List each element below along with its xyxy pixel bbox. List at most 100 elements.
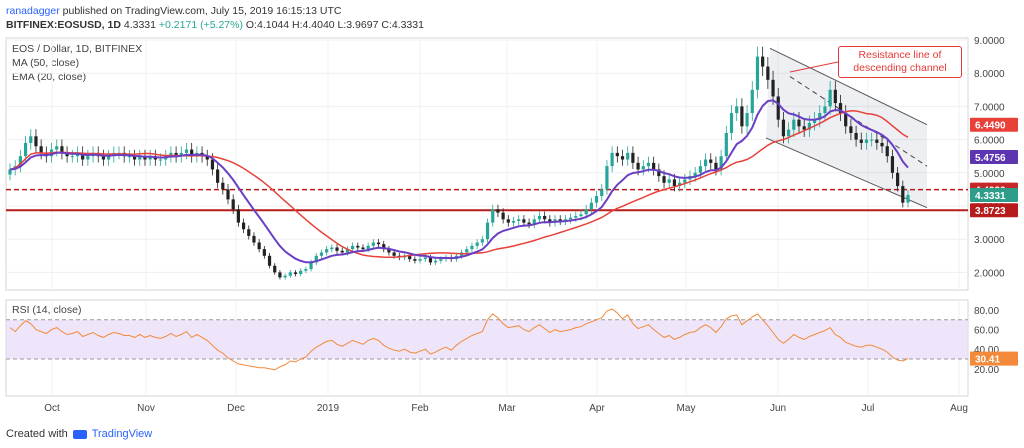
candle-body xyxy=(231,199,235,210)
candle-body xyxy=(527,222,531,225)
candle-body xyxy=(667,179,671,183)
candle-body xyxy=(594,196,599,203)
candle-body xyxy=(8,169,12,175)
candle-body xyxy=(408,255,412,260)
legend-ema: EMA (20, close) xyxy=(12,71,87,83)
candlesticks xyxy=(8,46,910,280)
candle-body xyxy=(584,209,588,215)
candle-body xyxy=(890,156,895,173)
price-badge xyxy=(970,117,1018,132)
candle-body xyxy=(148,156,152,160)
rsi-tick-label: 40.00 xyxy=(974,345,999,356)
price-badge xyxy=(970,150,1018,165)
channel-upper-line xyxy=(769,47,928,126)
rsi-line-layer xyxy=(9,308,909,371)
candle-body xyxy=(325,249,329,253)
candle-body xyxy=(537,215,542,220)
ema-20-line xyxy=(9,99,909,264)
candle-body xyxy=(107,156,111,160)
time-tick-label: Dec xyxy=(227,403,245,414)
candle-body xyxy=(169,152,173,157)
symbol-line: BITFINEX:EOSUSD, 1D 4.3331 +0.2171 (+5.2… xyxy=(6,19,424,31)
candle-body xyxy=(600,189,604,197)
candle-body xyxy=(236,209,240,223)
channel-lower-line xyxy=(765,137,928,209)
candle-body xyxy=(880,142,884,147)
last-price: 4.3331 xyxy=(123,19,156,31)
candle-body xyxy=(86,156,90,160)
author-name[interactable]: ranadagger xyxy=(6,5,60,17)
time-tick-label: May xyxy=(677,403,696,414)
candle-body xyxy=(392,252,396,256)
candle-body xyxy=(18,156,22,167)
time-tick-label: Apr xyxy=(589,403,605,414)
candle-body xyxy=(631,152,635,163)
candle-body xyxy=(304,269,308,271)
candle-body xyxy=(345,249,349,253)
rsi-band-layer xyxy=(6,319,968,360)
annotation-callout[interactable]: Resistance line of descending channel xyxy=(838,46,962,78)
candle-body xyxy=(23,142,28,157)
candle-body xyxy=(299,270,303,275)
candle-body xyxy=(522,219,526,223)
candle-body xyxy=(864,139,869,143)
channel-midline xyxy=(789,76,928,167)
time-tick-label: Oct xyxy=(44,403,60,414)
candle-body xyxy=(735,106,739,114)
time-tick-label: Feb xyxy=(411,403,429,414)
candle-body xyxy=(885,146,889,157)
rsi-tick-label: 20.00 xyxy=(974,365,999,376)
candle-body xyxy=(496,209,500,213)
candle-body xyxy=(138,156,142,160)
legend-symbol: EOS / Dollar, 1D, BITFINEX xyxy=(12,43,143,55)
footer-brand[interactable]: TradingView xyxy=(91,428,153,440)
candle-body xyxy=(475,242,479,246)
candle-body xyxy=(771,79,775,97)
rsi-legend: RSI (14, close) xyxy=(12,303,81,317)
candle-body xyxy=(698,166,702,173)
candle-body xyxy=(387,249,391,253)
price-badge-label: 6.4490 xyxy=(975,121,1006,132)
candle-body xyxy=(501,212,505,220)
candle-body xyxy=(101,156,106,160)
candle-body xyxy=(646,162,651,167)
publish-line: ranadagger published on TradingView.com,… xyxy=(6,5,341,17)
candle-body xyxy=(371,242,375,246)
rsi-line xyxy=(9,308,909,371)
candle-body xyxy=(709,159,713,163)
price-badge-label: 5.4756 xyxy=(975,153,1006,164)
candle-body xyxy=(60,146,64,153)
price-axes: 9.00008.00007.00006.00005.00004.00003.00… xyxy=(970,36,1018,376)
candle-body xyxy=(127,156,131,158)
candle-body xyxy=(210,159,215,170)
candle-body xyxy=(283,275,287,278)
rsi-tick-label: 80.00 xyxy=(974,306,999,317)
candle-body xyxy=(34,136,38,147)
candle-body xyxy=(833,89,837,104)
candle-body xyxy=(792,119,796,130)
candle-body xyxy=(361,247,365,250)
candle-body xyxy=(262,249,266,256)
candle-body xyxy=(719,156,723,170)
candle-body xyxy=(838,103,843,114)
candle-body xyxy=(589,202,593,210)
descending-channel xyxy=(765,47,928,209)
candle-body xyxy=(428,257,433,263)
candle-body xyxy=(901,186,905,203)
candle-body xyxy=(267,255,272,266)
candle-body xyxy=(610,152,614,167)
price-tick-label: 2.0000 xyxy=(974,268,1005,279)
annotation-pointer xyxy=(789,61,839,73)
candle-body xyxy=(29,136,33,143)
candle-body xyxy=(849,126,853,133)
candle-body xyxy=(132,156,137,160)
candle-body xyxy=(184,149,189,153)
candle-body xyxy=(517,219,521,221)
candle-body xyxy=(382,244,386,250)
candle-body xyxy=(797,119,801,127)
time-tick-label: Jul xyxy=(862,403,875,414)
candle-body xyxy=(55,146,59,150)
candle-body xyxy=(470,245,474,250)
candle-body xyxy=(179,152,183,157)
